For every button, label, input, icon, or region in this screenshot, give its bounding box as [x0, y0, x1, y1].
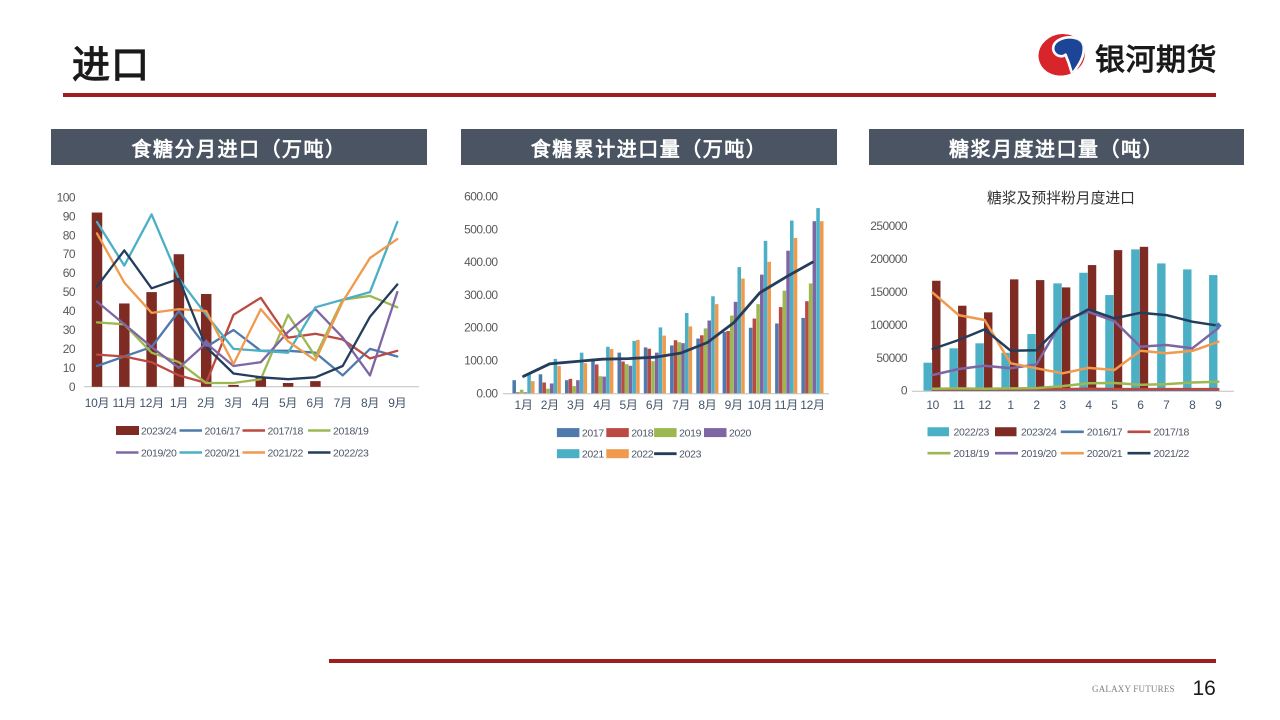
- svg-text:80: 80: [63, 228, 76, 242]
- svg-text:2017: 2017: [582, 427, 604, 439]
- svg-text:0: 0: [901, 384, 908, 398]
- svg-text:2023/24: 2023/24: [1021, 427, 1057, 439]
- svg-text:10月: 10月: [85, 396, 109, 410]
- svg-text:2月: 2月: [541, 398, 559, 412]
- svg-text:50: 50: [63, 285, 76, 299]
- svg-text:12月: 12月: [800, 398, 824, 412]
- svg-text:2022/23: 2022/23: [333, 447, 369, 459]
- svg-text:200000: 200000: [870, 252, 908, 266]
- svg-text:2020: 2020: [729, 427, 751, 439]
- svg-text:9月: 9月: [725, 398, 743, 412]
- svg-text:11: 11: [953, 398, 965, 412]
- svg-text:2021/22: 2021/22: [268, 447, 304, 459]
- svg-text:8月: 8月: [361, 396, 379, 410]
- svg-text:2018: 2018: [631, 427, 653, 439]
- svg-text:9月: 9月: [388, 396, 406, 410]
- svg-text:8月: 8月: [698, 398, 716, 412]
- svg-text:250000: 250000: [870, 219, 908, 233]
- svg-text:400.00: 400.00: [464, 255, 498, 269]
- svg-text:12: 12: [978, 398, 991, 412]
- svg-text:2023/24: 2023/24: [141, 425, 177, 437]
- svg-text:7月: 7月: [672, 398, 690, 412]
- svg-text:10: 10: [926, 398, 939, 412]
- svg-text:12月: 12月: [139, 396, 163, 410]
- svg-text:4: 4: [1085, 398, 1092, 412]
- svg-text:3月: 3月: [567, 398, 585, 412]
- svg-text:10: 10: [63, 361, 76, 375]
- svg-text:2月: 2月: [197, 396, 215, 410]
- svg-text:2020/21: 2020/21: [1087, 448, 1123, 460]
- svg-text:2017/18: 2017/18: [1154, 427, 1190, 439]
- svg-text:0.00: 0.00: [476, 386, 498, 400]
- svg-text:1月: 1月: [514, 398, 532, 412]
- svg-text:30: 30: [63, 323, 76, 337]
- svg-text:3月: 3月: [224, 396, 242, 410]
- svg-text:2020/21: 2020/21: [205, 447, 241, 459]
- svg-text:7月: 7月: [334, 396, 352, 410]
- svg-text:9: 9: [1215, 398, 1222, 412]
- svg-text:2018/19: 2018/19: [333, 425, 369, 437]
- svg-text:11月: 11月: [113, 396, 137, 410]
- svg-text:7: 7: [1163, 398, 1170, 412]
- svg-text:300.00: 300.00: [464, 288, 498, 302]
- svg-text:100.00: 100.00: [464, 354, 498, 368]
- svg-text:2019/20: 2019/20: [1021, 448, 1057, 460]
- svg-text:4月: 4月: [252, 396, 270, 410]
- svg-text:2017/18: 2017/18: [268, 425, 304, 437]
- svg-text:8: 8: [1189, 398, 1196, 412]
- svg-text:5月: 5月: [620, 398, 638, 412]
- svg-text:6月: 6月: [646, 398, 664, 412]
- svg-text:100: 100: [57, 190, 76, 204]
- svg-text:糖浆及预拌粉月度进口: 糖浆及预拌粉月度进口: [987, 189, 1135, 207]
- svg-text:200.00: 200.00: [464, 321, 498, 335]
- svg-text:2016/17: 2016/17: [205, 425, 241, 437]
- svg-text:20: 20: [63, 342, 76, 356]
- svg-text:6月: 6月: [306, 396, 324, 410]
- svg-text:10月: 10月: [748, 398, 772, 412]
- svg-text:600.00: 600.00: [464, 190, 498, 204]
- svg-text:6: 6: [1137, 398, 1144, 412]
- svg-text:150000: 150000: [870, 285, 908, 299]
- svg-text:1月: 1月: [170, 396, 188, 410]
- svg-text:2021: 2021: [582, 449, 604, 461]
- svg-text:11月: 11月: [774, 398, 798, 412]
- svg-text:60: 60: [63, 266, 76, 280]
- svg-text:2: 2: [1033, 398, 1040, 412]
- svg-text:5月: 5月: [279, 396, 297, 410]
- svg-text:2018/19: 2018/19: [954, 448, 990, 460]
- svg-text:2016/17: 2016/17: [1087, 427, 1123, 439]
- svg-text:2019/20: 2019/20: [141, 447, 177, 459]
- svg-text:2022: 2022: [631, 449, 653, 461]
- svg-text:5: 5: [1111, 398, 1118, 412]
- svg-text:50000: 50000: [876, 351, 907, 365]
- svg-text:2021/22: 2021/22: [1154, 448, 1190, 460]
- svg-text:500.00: 500.00: [464, 222, 498, 236]
- svg-text:90: 90: [63, 209, 76, 223]
- svg-text:2019: 2019: [679, 427, 701, 439]
- svg-text:2023: 2023: [679, 449, 701, 461]
- svg-text:3: 3: [1059, 398, 1066, 412]
- svg-text:70: 70: [63, 247, 76, 261]
- svg-text:0: 0: [69, 380, 76, 394]
- svg-text:4月: 4月: [593, 398, 611, 412]
- svg-text:1: 1: [1007, 398, 1014, 412]
- svg-text:40: 40: [63, 304, 76, 318]
- svg-text:100000: 100000: [870, 318, 908, 332]
- svg-text:2022/23: 2022/23: [954, 427, 990, 439]
